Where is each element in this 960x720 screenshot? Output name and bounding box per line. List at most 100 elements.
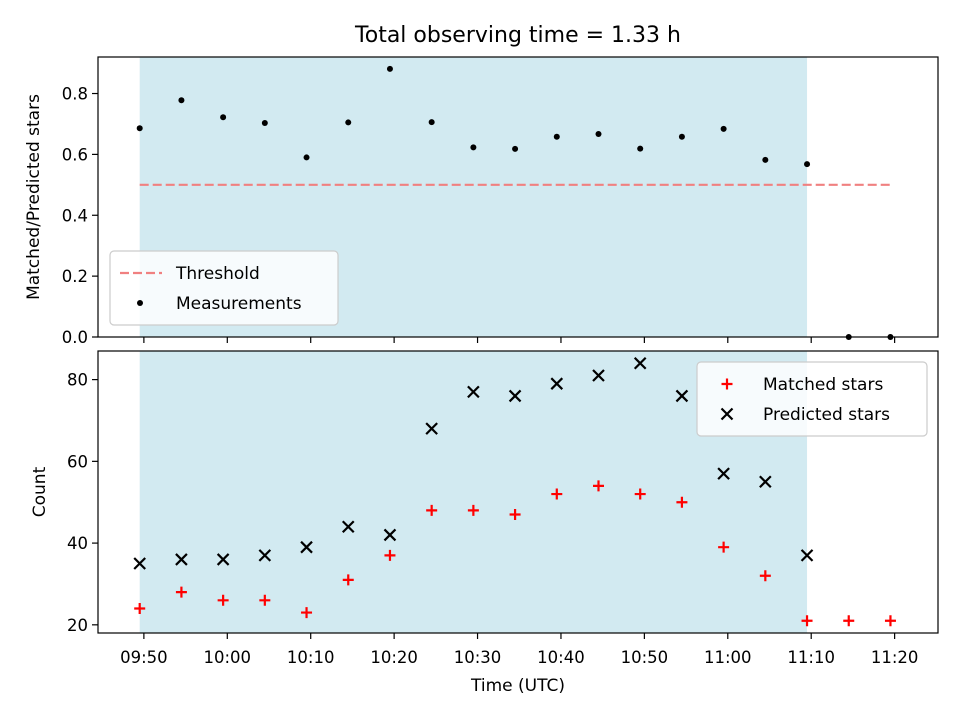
data-point bbox=[428, 119, 435, 126]
data-point bbox=[425, 422, 438, 435]
y-tick-label: 0.2 bbox=[62, 267, 88, 286]
data-point bbox=[217, 594, 229, 606]
data-point bbox=[426, 504, 438, 516]
data-point bbox=[178, 97, 185, 104]
data-point bbox=[595, 131, 602, 137]
data-point bbox=[800, 549, 814, 562]
x-tick-label: 09:50 bbox=[120, 648, 168, 667]
count-panel-frame bbox=[97, 350, 939, 634]
y-tick-label: 40 bbox=[67, 534, 88, 553]
data-point bbox=[259, 594, 271, 606]
data-point bbox=[884, 615, 896, 627]
data-point bbox=[676, 496, 688, 508]
data-point bbox=[467, 385, 480, 399]
data-point bbox=[675, 389, 689, 403]
y-tick-label: 0.4 bbox=[62, 206, 88, 225]
data-point bbox=[258, 549, 272, 562]
data-point bbox=[553, 133, 560, 140]
x-tick-label: 10:10 bbox=[287, 648, 335, 667]
observing-span-shade bbox=[139, 351, 808, 633]
data-point bbox=[136, 125, 143, 132]
legend-entry-label: Predicted stars bbox=[763, 405, 890, 425]
x-tick-label: 11:20 bbox=[871, 648, 919, 667]
data-point bbox=[592, 369, 605, 382]
data-point bbox=[633, 356, 647, 370]
x-tick-label: 11:10 bbox=[787, 648, 835, 667]
count-x-ticks: 09:50 10:00 10:10 10:20 10:30 10:40 10:50 11:00… bbox=[120, 633, 918, 667]
count-y-axis-label: Count bbox=[30, 466, 50, 517]
data-point bbox=[133, 557, 146, 570]
data-point bbox=[634, 488, 646, 500]
legend-entry-label: Matched stars bbox=[763, 375, 883, 395]
data-point bbox=[341, 520, 355, 534]
data-point bbox=[216, 553, 230, 566]
ratio-panel-frame bbox=[97, 56, 939, 338]
data-point bbox=[301, 607, 313, 619]
data-point bbox=[261, 120, 268, 127]
data-point bbox=[720, 125, 727, 132]
data-point bbox=[762, 156, 769, 163]
data-point bbox=[718, 541, 730, 553]
data-point bbox=[300, 540, 313, 554]
count-y-ticks: 20 40 60 80 bbox=[67, 371, 98, 635]
y-tick-label: 0.8 bbox=[62, 85, 88, 104]
data-point bbox=[843, 615, 855, 627]
data-point bbox=[592, 480, 604, 492]
data-point bbox=[345, 119, 352, 126]
ratio-y-ticks: 0.0 0.2 0.4 0.6 0.8 bbox=[62, 85, 98, 347]
chart-title: Total observing time = 1.33 h bbox=[354, 23, 681, 48]
data-point bbox=[509, 508, 521, 520]
data-point bbox=[384, 549, 396, 561]
legend-swatch bbox=[137, 300, 143, 306]
data-point bbox=[551, 488, 563, 500]
x-tick-label: 11:00 bbox=[704, 648, 752, 667]
x-tick-label: 10:30 bbox=[454, 648, 502, 667]
data-point bbox=[386, 65, 393, 72]
data-point bbox=[512, 145, 519, 152]
observing-span bbox=[139, 351, 808, 633]
x-axis-label: Time (UTC) bbox=[470, 676, 565, 696]
legend-swatch bbox=[720, 407, 734, 421]
data-point bbox=[801, 615, 813, 627]
ratio-y-axis-label: Matched/Predicted stars bbox=[24, 94, 44, 300]
ratio-legend: Threshold Measurements bbox=[109, 250, 339, 326]
count-points bbox=[133, 356, 896, 627]
data-point bbox=[342, 574, 354, 586]
data-point bbox=[550, 377, 564, 390]
data-point bbox=[134, 602, 146, 614]
legend-swatch bbox=[721, 378, 733, 390]
x-tick-label: 10:40 bbox=[537, 648, 585, 667]
y-tick-label: 80 bbox=[67, 371, 88, 390]
ratio-panel: 0.00.20.40.60.8 Matched/Predicted stars … bbox=[24, 56, 939, 347]
data-point bbox=[175, 586, 187, 598]
legend-box bbox=[109, 250, 339, 326]
data-point bbox=[637, 145, 644, 152]
x-tick-label: 10:00 bbox=[204, 648, 252, 667]
count-legend: Matched stars Predicted stars bbox=[696, 361, 928, 437]
y-tick-label: 0.6 bbox=[62, 145, 88, 164]
ratio-x-ticks bbox=[143, 337, 896, 343]
y-tick-label: 0.0 bbox=[62, 328, 88, 347]
y-tick-label: 20 bbox=[67, 616, 88, 635]
data-point bbox=[467, 504, 479, 516]
data-point bbox=[717, 467, 730, 480]
measurement-points bbox=[136, 65, 894, 340]
y-tick-label: 60 bbox=[67, 452, 88, 471]
count-panel: 20 40 60 80 09:50 10:00 10:10 10:20 10:30 10:40 1… bbox=[30, 350, 939, 667]
legend-entry-label: Threshold bbox=[175, 264, 260, 284]
data-point bbox=[303, 154, 310, 161]
x-tick-label: 10:20 bbox=[370, 648, 418, 667]
data-point bbox=[759, 570, 771, 582]
data-point bbox=[508, 389, 522, 403]
x-tick-label: 10:50 bbox=[621, 648, 669, 667]
data-point bbox=[220, 114, 227, 121]
data-point bbox=[678, 133, 685, 140]
data-point bbox=[383, 528, 397, 542]
data-point bbox=[804, 161, 811, 168]
data-point bbox=[759, 475, 772, 489]
data-point bbox=[470, 144, 477, 151]
legend-entry-label: Measurements bbox=[176, 294, 302, 314]
data-point bbox=[175, 553, 188, 566]
legend-box bbox=[696, 361, 928, 437]
